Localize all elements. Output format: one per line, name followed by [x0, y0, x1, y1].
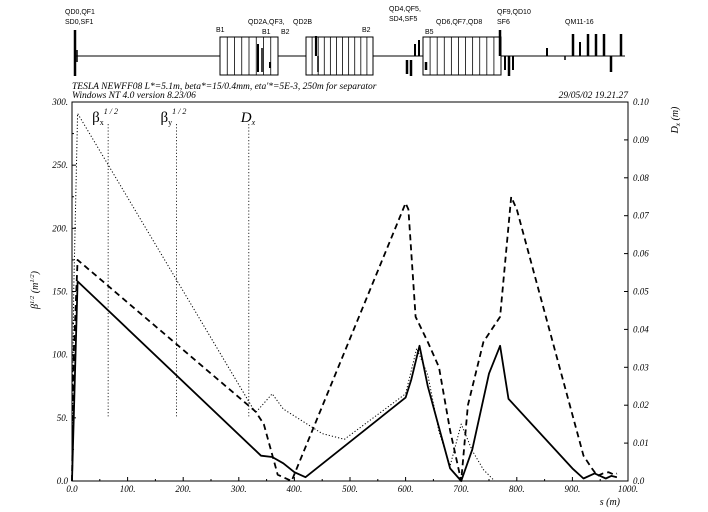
legend-label: Dx	[240, 110, 256, 127]
lattice-label: QD0,QF1	[65, 9, 95, 16]
lattice-label: QD2A,QF3,	[248, 19, 285, 26]
y-right-tick-label: 0.03	[633, 362, 649, 372]
y-right-tick-label: 0.09	[633, 135, 649, 145]
x-tick-label: 500.	[342, 484, 358, 494]
series-line-beta-y	[71, 195, 618, 482]
x-tick-label: 400.	[287, 484, 303, 494]
x-tick-label: 0.0	[66, 484, 78, 494]
x-axis-label: s (m)	[600, 497, 621, 508]
lattice-label: B1	[216, 27, 225, 34]
y-left-tick-label: 0.0	[57, 476, 69, 486]
y-left-tick-label: 300.	[51, 97, 68, 107]
y-right-tick-label: 0.07	[633, 211, 649, 221]
y-left-label-sup1: 1/2	[29, 295, 36, 304]
lattice-label: SF6	[497, 19, 510, 26]
legend-label: βy1 / 2	[161, 107, 187, 127]
lattice-label: QM11-16	[565, 19, 594, 26]
y-left-tick-label: 200.	[52, 223, 68, 233]
y-right-tick-label: 0.05	[633, 287, 649, 297]
y-right-tick-label: 0.01	[633, 438, 649, 448]
series-line-dx	[71, 112, 495, 482]
bend-block-2	[305, 36, 374, 76]
bend-block-3	[422, 36, 502, 76]
lattice-label: B2	[362, 27, 371, 34]
y-right-tick-label: 0.06	[633, 249, 649, 259]
chart-timestamp: 29/05/02 19.21.27	[559, 91, 630, 101]
y-left-label-sup2: 1/2	[29, 274, 36, 283]
lattice-label: B1	[262, 29, 271, 36]
lattice-label: QD4,QF5,	[389, 6, 421, 13]
legend-label: βx1 / 2	[92, 107, 118, 127]
y-left-tick-label: 150.	[52, 287, 68, 297]
x-tick-label: 600.	[398, 484, 414, 494]
y-left-tick-label: 100.	[52, 350, 68, 360]
lattice-label: QF9,QD10	[497, 9, 531, 16]
x-tick-label: 100.	[120, 484, 136, 494]
y-left-tick-label: 50.	[57, 413, 68, 423]
y-right-tick-label: 0.0	[633, 476, 645, 486]
x-tick-label: 300.	[230, 484, 247, 494]
y-left-tick-label: 250.	[52, 160, 68, 170]
y-left-label-beta: β	[30, 304, 41, 310]
lattice-label: B5	[425, 29, 434, 36]
x-tick-label: 200.	[175, 484, 191, 494]
y-right-tick-label: 0.02	[633, 400, 649, 410]
y-right-tick-label: 0.04	[633, 324, 649, 334]
lattice-label: SD4,SF5	[389, 16, 418, 23]
x-tick-label: 1000.	[618, 484, 638, 494]
lattice-label: B2	[281, 29, 290, 36]
y-right-tick-label: 0.08	[633, 173, 649, 183]
lattice-label: QD6,QF7,QD8	[436, 19, 482, 26]
chart-subtitle: Windows NT 4.0 version 8.23/06	[72, 91, 196, 101]
series-line-beta-x	[71, 280, 618, 482]
y-right-tick-label: 0.10	[633, 97, 649, 107]
plot-frame	[71, 101, 629, 482]
x-tick-label: 700.	[453, 484, 469, 494]
lattice-label: QD2B	[293, 19, 312, 26]
y-right-axis-label: Dx (m)	[670, 106, 682, 134]
y-left-axis-label: β1/2 (m1/2)	[29, 270, 41, 310]
x-tick-label: 800.	[509, 484, 525, 494]
chart-title: TESLA NEWFF08 L*=5.1m, beta*=15/0.4mm, e…	[72, 81, 377, 92]
lattice-label: SD0,SF1	[65, 19, 94, 26]
x-tick-label: 900.	[565, 484, 581, 494]
